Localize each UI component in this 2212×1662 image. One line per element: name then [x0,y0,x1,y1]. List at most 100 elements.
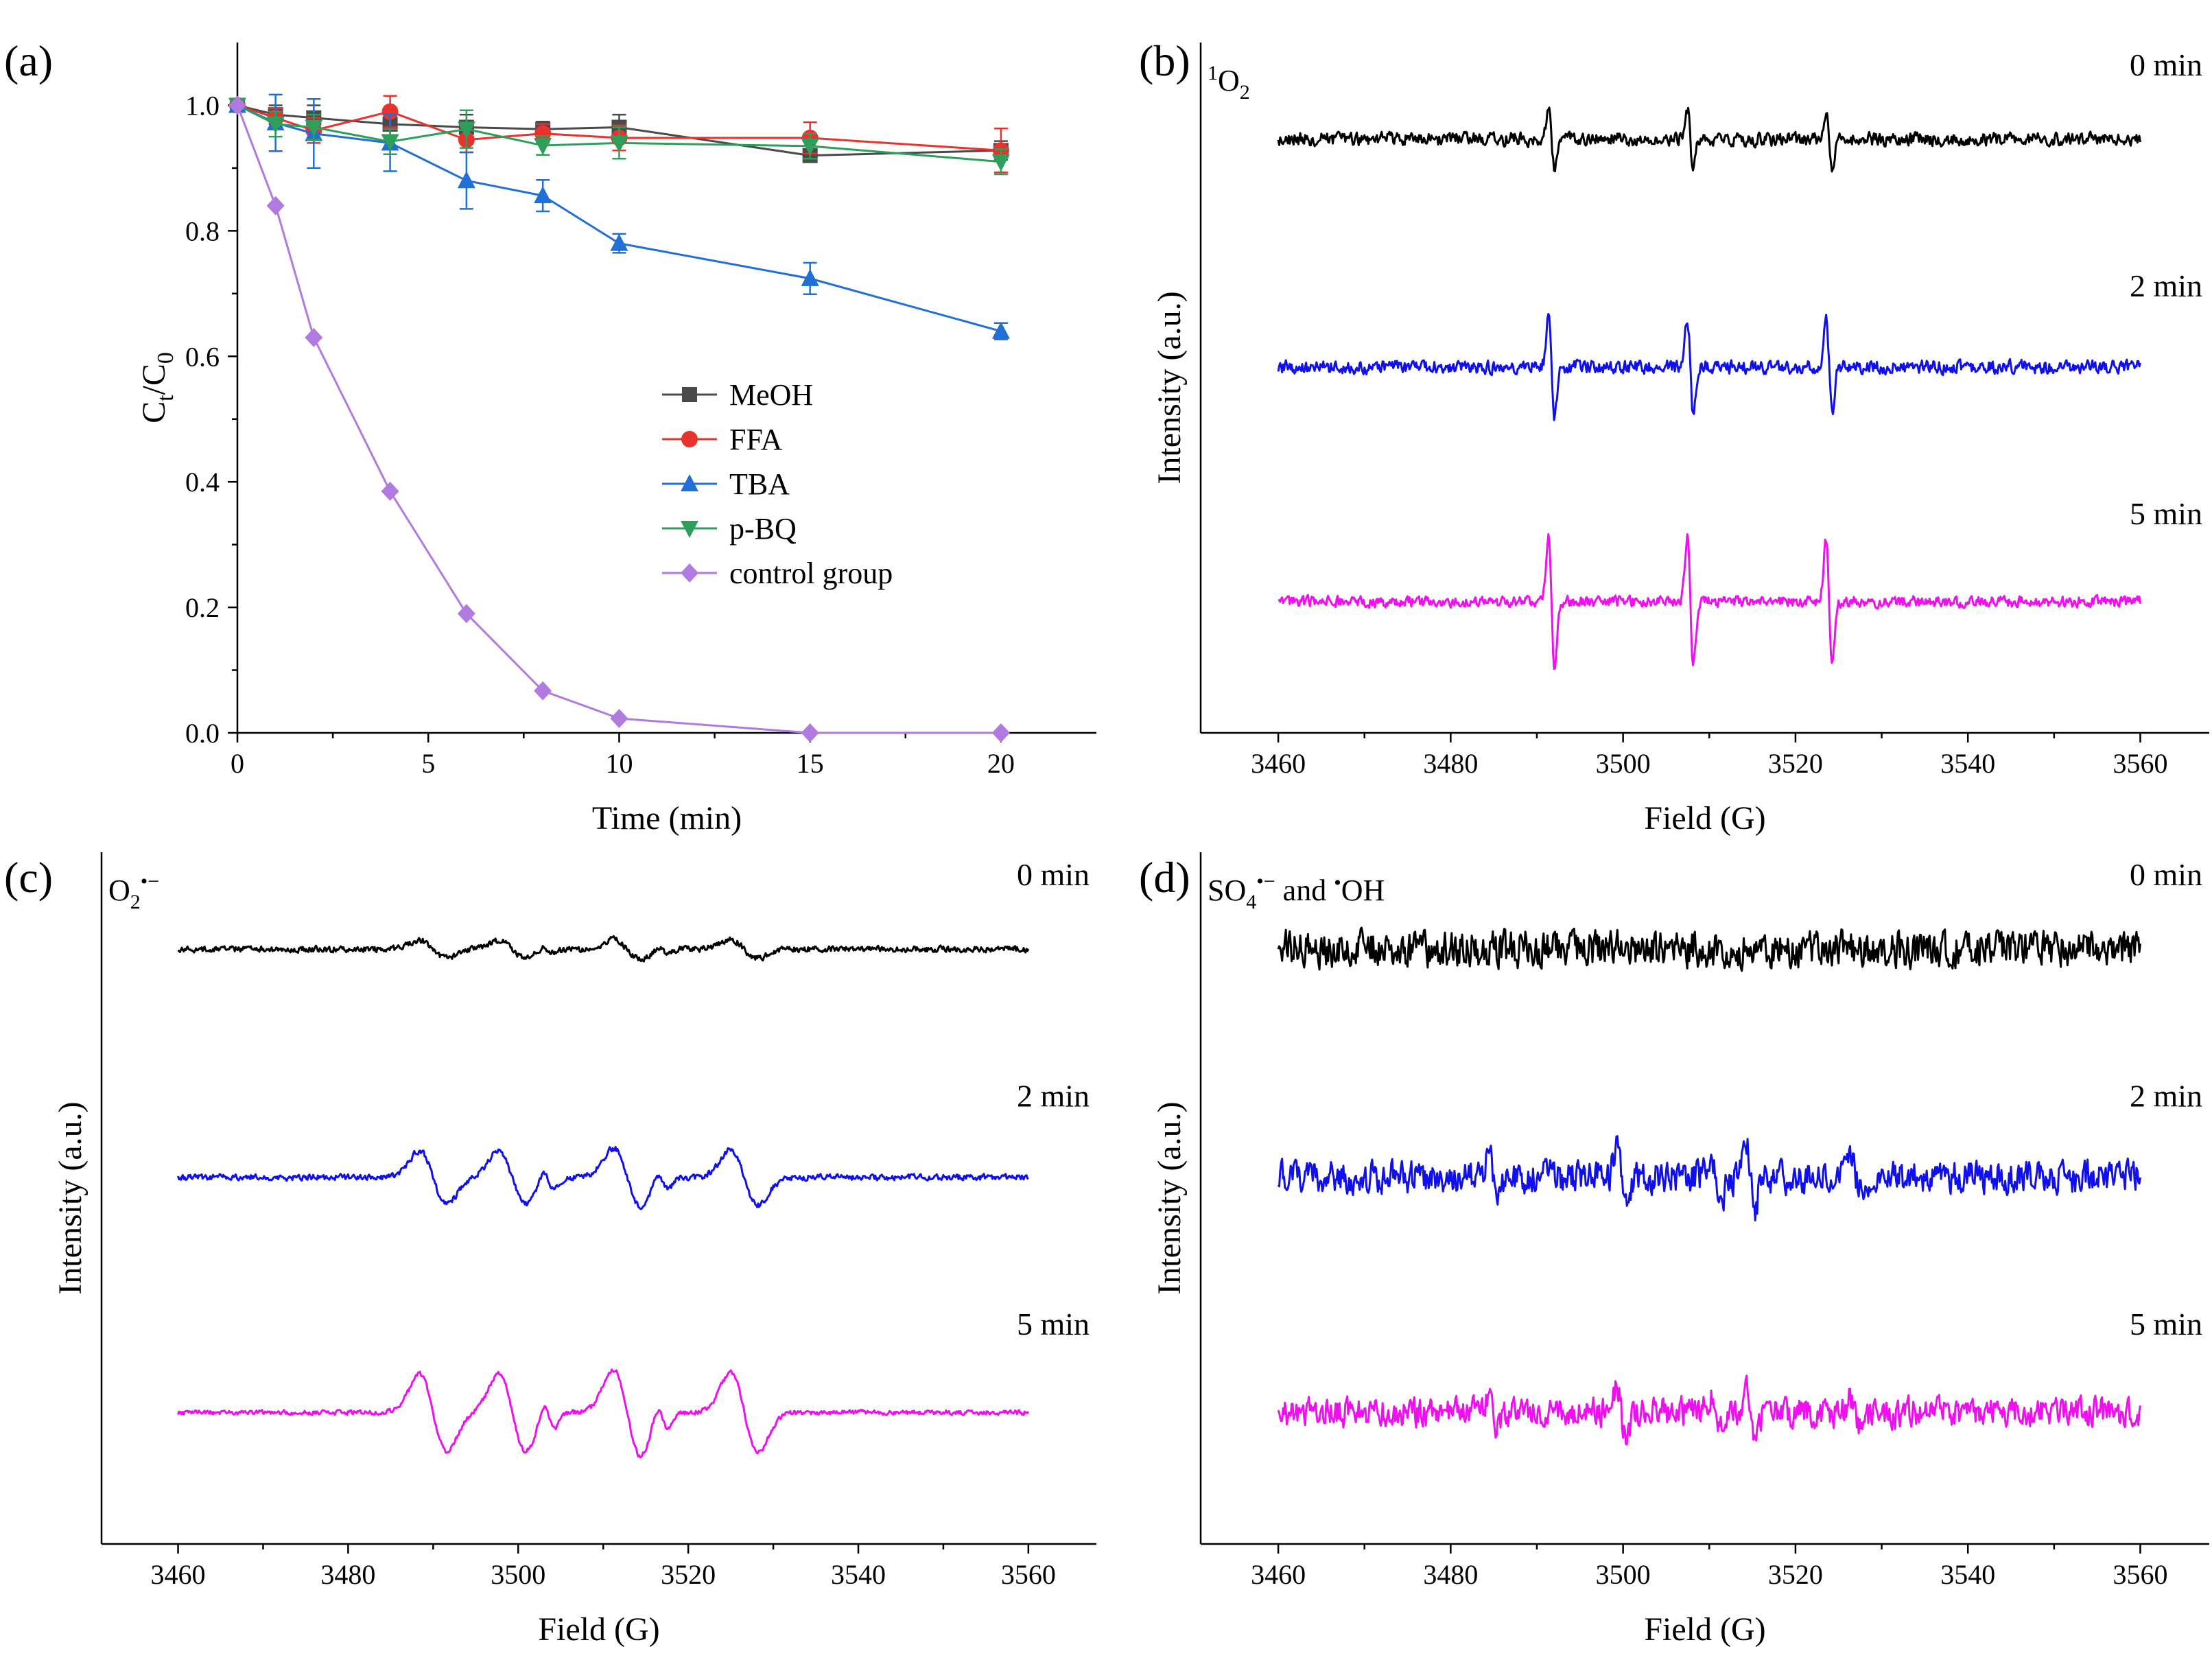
x-tick-label: 3520 [661,1559,716,1590]
trace-5-min: 5 min [177,1307,1090,1459]
x-tick-label: 3540 [1940,748,1995,779]
trace-time-label: 0 min [2130,857,2202,892]
x-tick-label: 3480 [1423,1559,1478,1590]
spectrum-line [1277,1135,2141,1221]
x-axis-label: Field (G) [1644,800,1765,836]
legend-marker [681,431,698,447]
data-point [305,327,323,347]
chart-panel-c: 3460 3480 3500 3520 3540 3560 Field (G) Intensi… [52,852,1096,1648]
y-axis-label: Intensity (a.u.) [1151,291,1188,484]
series-line [236,104,1001,734]
trace-time-label: 0 min [1017,857,1090,892]
y-axis-label: Intensity (a.u.) [52,1101,89,1294]
y-tick-label: 0.2 [185,592,220,623]
chart-panel-a: 0 5 10 15 20 Time (min) 0.0 0.2 0.4 0.6 0.8 1.0 Ct/C… [136,43,1096,836]
species-label: 1O2 [1208,62,1250,104]
x-axis-label: Time (min) [592,800,742,836]
panel-label-c: (c) [4,853,53,902]
legend: MeOH FFA TBA p-BQ control group [662,378,893,590]
x-tick-label: 3560 [2113,748,2167,779]
spectrum-line [1278,532,2141,670]
trace-time-label: 2 min [1017,1079,1090,1114]
data-point [457,604,475,624]
trace-2-min: 2 min [177,1079,1090,1210]
data-point [266,116,285,134]
series-control-group [228,95,1010,742]
x-tick-label: 3520 [1768,1559,1823,1590]
data-point [534,137,552,155]
y-tick-label: 0.0 [185,718,220,749]
x-tick-label: 3500 [491,1559,545,1590]
spectrum-line [1277,1374,2141,1446]
data-point [991,154,1010,172]
legend-item: control group [662,557,893,590]
legend-label: FFA [729,423,783,456]
spectrum-line [1277,313,2141,421]
x-tick-label: 20 [987,748,1015,779]
data-point [991,723,1010,742]
trace-2-min: 2 min [1277,268,2202,421]
x-tick-label: 3500 [1596,1559,1651,1590]
data-point [228,95,246,115]
data-point [610,233,628,251]
y-tick-label: 0.8 [185,215,220,246]
x-tick-label: 3540 [831,1559,886,1590]
data-point [801,138,819,156]
data-point [381,134,399,152]
data-point [457,171,475,189]
panel-label-b: (b) [1139,36,1190,85]
trace-time-label: 2 min [2130,1079,2202,1114]
chart-panel-d: 3460 3480 3500 3520 3540 3560 Field (G) Intensi… [1151,852,2209,1648]
chart-panel-b: 3460 3480 3500 3520 3540 3560 Field (G) Intensi… [1151,43,2209,836]
trace-5-min: 5 min [1278,496,2202,670]
spectrum-line [177,935,1030,963]
spectrum-line [1277,926,2141,972]
x-tick-label: 15 [797,748,824,779]
y-axis-label: Intensity (a.u.) [1151,1101,1188,1294]
data-point [381,481,399,501]
trace-5-min: 5 min [1277,1307,2202,1446]
x-tick-label: 3560 [2113,1559,2167,1590]
legend-item: p-BQ [662,512,797,546]
x-tick-label: 3460 [1251,1559,1306,1590]
trace-time-label: 2 min [2130,268,2202,303]
data-point [801,268,819,286]
legend-item: MeOH [662,378,813,412]
x-tick-label: 3520 [1768,748,1823,779]
x-tick-label: 3500 [1596,748,1651,779]
trace-time-label: 5 min [1017,1307,1090,1342]
trace-0-min: 0 min [1277,857,2202,972]
data-point [801,723,819,742]
trace-time-label: 5 min [2130,1307,2202,1342]
trace-time-label: 0 min [2130,47,2202,82]
data-point [610,135,628,153]
legend-label: TBA [729,467,790,501]
trace-0-min: 0 min [177,857,1090,963]
data-point [991,321,1010,339]
legend-label: p-BQ [729,512,797,546]
trace-2-min: 2 min [1277,1079,2202,1221]
data-point [610,708,628,728]
x-tick-label: 5 [421,748,435,779]
x-tick-label: 3480 [1423,748,1478,779]
x-tick-label: 3560 [1001,1559,1056,1590]
legend-label: control group [729,557,893,590]
panel-label-a: (a) [4,36,53,85]
x-tick-label: 3480 [320,1559,375,1590]
x-tick-label: 3540 [1940,1559,1995,1590]
legend-label: MeOH [729,378,813,412]
legend-marker [682,387,697,402]
data-point [305,119,323,137]
spectrum-line [177,1368,1030,1459]
species-label: O2•− [108,870,159,913]
legend-marker [681,563,698,583]
y-axis-label: Ct/C0 [136,352,178,423]
data-point [266,196,285,215]
panel-label-d: (d) [1139,853,1190,902]
data-point [534,186,552,204]
x-tick-label: 3460 [1251,748,1306,779]
legend-marker [681,474,698,491]
data-point [534,681,552,701]
legend-item: TBA [662,467,790,501]
